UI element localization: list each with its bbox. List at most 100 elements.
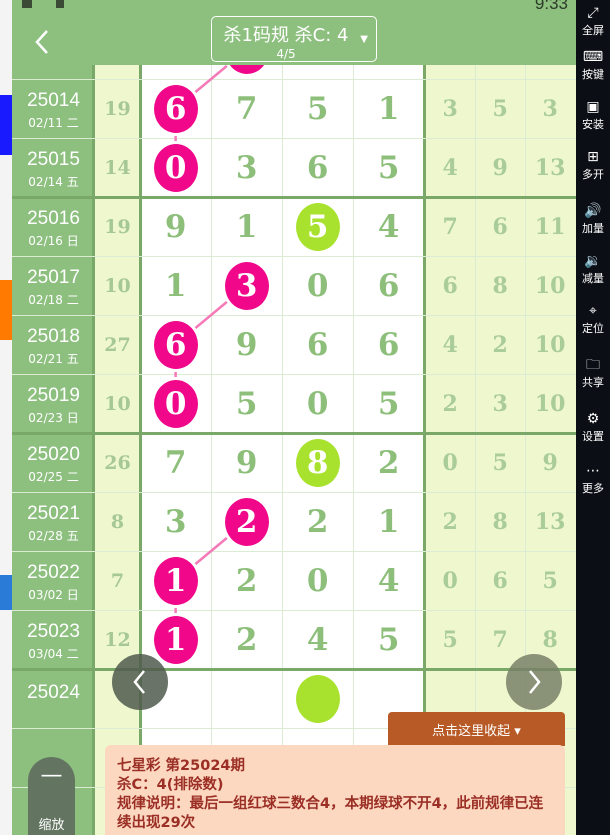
tail-cell: 4 <box>442 154 458 181</box>
sidebar-item-label: 按键 <box>582 68 604 81</box>
grid-line <box>211 0 212 835</box>
sum-cell: 26 <box>104 451 131 474</box>
zoom-button[interactable]: — 缩放 <box>28 757 75 835</box>
number-cell: 6 <box>377 326 400 363</box>
issue-date: 02/21 五 <box>28 352 79 366</box>
issue-number: 25018 <box>27 326 80 347</box>
trend-grid <box>12 0 576 835</box>
tail-cell: 2 <box>442 390 458 417</box>
number-cell: 5 <box>235 385 258 422</box>
number-cell: 7 <box>235 90 258 127</box>
caret-down-icon: ▼ <box>360 34 368 45</box>
number-cell: 9 <box>235 326 258 363</box>
number-cell: 2 <box>377 444 400 481</box>
grid-line <box>12 256 576 257</box>
tail-cell: 8 <box>542 626 558 653</box>
number-cell: 1 <box>164 267 187 304</box>
info-rule: 规律说明：最后一组红球三数合4，本期绿球不开4，此前规律已连续出现29次 <box>117 796 544 831</box>
green-ball: 8 <box>295 438 340 487</box>
number-cell: 6 <box>377 267 400 304</box>
sidebar-item-label: 更多 <box>582 482 604 495</box>
number-cell: 5 <box>377 385 400 422</box>
sidebar-item-9[interactable]: ⋯ 更多 <box>576 462 610 496</box>
number-cell: 2 <box>235 621 258 658</box>
sum-cell: 8 <box>110 510 125 533</box>
sidebar-item-6[interactable]: ⌖ 定位 <box>576 302 610 336</box>
number-cell: 7 <box>164 444 187 481</box>
grid-line <box>353 0 354 835</box>
issue-cell: 25021 02/28 五 <box>12 503 95 544</box>
sidebar-item-7[interactable]: 🗀 共享 <box>576 356 610 390</box>
sidebar-item-5[interactable]: 🔉 减量 <box>576 252 610 286</box>
dropdown-subtitle: 4/5 <box>276 47 296 61</box>
gear-icon: ⚙ <box>586 411 600 427</box>
sidebar-item-4[interactable]: 🔊 加量 <box>576 202 610 236</box>
number-cell: 5 <box>306 90 329 127</box>
more-icon: ⋯ <box>586 463 600 479</box>
tail-cell: 5 <box>492 95 508 122</box>
chevron-left-icon <box>35 30 48 54</box>
sum-cell: 19 <box>104 97 131 120</box>
number-cell: 3 <box>235 149 258 186</box>
grid-line <box>525 0 526 835</box>
tail-cell: 2 <box>492 331 508 358</box>
tail-cell: 0 <box>442 567 458 594</box>
grid-line <box>12 374 576 375</box>
tail-cell: 5 <box>442 626 458 653</box>
group-divider <box>92 0 95 835</box>
grid-line <box>12 138 576 139</box>
group-divider <box>12 432 576 435</box>
pink-ball: 6 <box>153 84 198 133</box>
grid-line <box>282 0 283 835</box>
next-button[interactable] <box>506 654 562 710</box>
issue-cell: 25024 <box>12 682 95 704</box>
sidebar-item-1[interactable]: ⌨ 按键 <box>576 48 610 82</box>
emulator-sidebar: ⤢ 全屏 ⌨ 按键 ▣ 安装 ⊞ 多开 🔊 加量 🔉 减量 ⌖ 定位 🗀 共享 ⚙ 设置 ⋯ 更多 <box>576 0 610 835</box>
number-cell: 0 <box>306 385 329 422</box>
tail-cell: 13 <box>534 154 566 181</box>
minus-icon: — <box>40 763 63 788</box>
number-cell: 6 <box>306 326 329 363</box>
issue-number: 25024 <box>27 682 80 703</box>
collapse-button[interactable]: 点击这里收起 ▾ <box>388 712 565 746</box>
tail-cell: 2 <box>442 508 458 535</box>
grid-line <box>12 315 576 316</box>
number-cell: 1 <box>377 90 400 127</box>
issue-date: 02/28 五 <box>28 529 79 543</box>
prev-button[interactable] <box>112 654 168 710</box>
info-title: 七星彩 第25024期 <box>117 758 245 774</box>
sidebar-item-8[interactable]: ⚙ 设置 <box>576 410 610 444</box>
sidebar-item-2[interactable]: ▣ 安装 <box>576 98 610 132</box>
apk-icon: ▣ <box>586 99 600 115</box>
sidebar-item-0[interactable]: ⤢ 全屏 <box>576 4 610 38</box>
issue-date: 02/14 五 <box>28 175 79 189</box>
sum-cell: 10 <box>104 274 131 297</box>
issue-date: 02/16 日 <box>28 234 79 248</box>
issue-date: 03/02 日 <box>28 588 79 602</box>
number-cell <box>211 669 282 728</box>
sidebar-item-3[interactable]: ⊞ 多开 <box>576 148 610 182</box>
group-divider <box>139 0 142 835</box>
grid-line <box>12 492 576 493</box>
number-cell: 4 <box>377 562 400 599</box>
number-cell: 3 <box>164 503 187 540</box>
pink-ball: 2 <box>224 497 269 546</box>
status-bar: 9:33 <box>12 0 576 13</box>
sum-cell: 19 <box>104 215 131 238</box>
tail-cell: 9 <box>492 154 508 181</box>
pink-ball: 1 <box>153 615 198 664</box>
tail-cell: 10 <box>534 331 566 358</box>
tail-cell: 3 <box>492 390 508 417</box>
tail-cell: 7 <box>442 213 458 240</box>
number-cell: 4 <box>306 621 329 658</box>
pink-ball: 1 <box>153 556 198 605</box>
issue-cell: 25023 03/04 二 <box>12 621 95 662</box>
multi-window-icon: ⊞ <box>587 149 599 165</box>
tail-cell: 8 <box>492 508 508 535</box>
sidebar-item-label: 减量 <box>582 272 604 285</box>
sidebar-item-label: 定位 <box>582 322 604 335</box>
number-cell: 0 <box>306 267 329 304</box>
rule-dropdown[interactable]: 杀1码规 杀C: 4 4/5 ▼ <box>211 16 377 62</box>
back-button[interactable] <box>30 28 54 56</box>
tail-cell: 5 <box>542 567 558 594</box>
